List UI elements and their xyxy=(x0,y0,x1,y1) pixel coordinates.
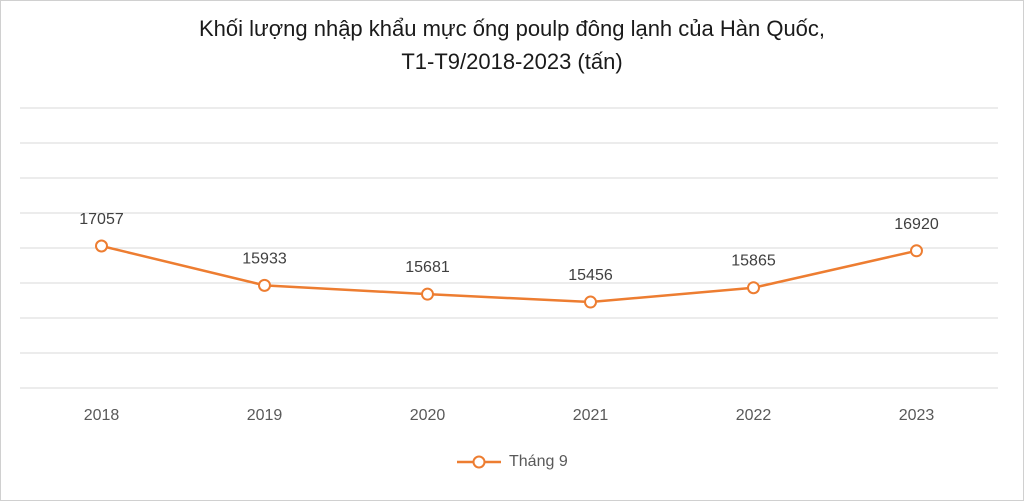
gridlines xyxy=(20,107,998,389)
x-tick-label: 2023 xyxy=(899,407,935,424)
legend-marker xyxy=(457,455,501,469)
legend: Tháng 9 xyxy=(457,450,568,474)
legend-label: Tháng 9 xyxy=(509,453,568,470)
x-tick-label: 2021 xyxy=(573,407,609,424)
data-point xyxy=(910,244,923,258)
data-label: 15456 xyxy=(568,267,613,284)
data-label: 17057 xyxy=(79,211,124,228)
x-tick-label: 2018 xyxy=(84,407,120,424)
x-axis-tick-labels: 2018 2019 2020 2021 2022 2023 xyxy=(84,407,935,424)
chart-title-line-1: Khối lượng nhập khẩu mực ống poulp đông … xyxy=(198,16,826,41)
data-point xyxy=(584,295,597,309)
data-point xyxy=(95,239,108,253)
data-label: 15933 xyxy=(242,250,287,267)
data-point xyxy=(258,278,271,292)
data-label: 16920 xyxy=(894,216,939,233)
chart-title: Khối lượng nhập khẩu mực ống poulp đông … xyxy=(0,12,1024,78)
x-tick-label: 2022 xyxy=(736,407,772,424)
data-label: 15681 xyxy=(405,259,450,276)
data-point xyxy=(421,287,434,301)
chart-title-line-2: T1-T9/2018-2023 (tấn) xyxy=(401,49,623,74)
x-tick-label: 2020 xyxy=(410,407,446,424)
series-thang-9: 17057 15933 15681 15456 15865 16920 xyxy=(79,211,939,309)
data-point xyxy=(747,281,760,295)
data-label: 15865 xyxy=(731,253,776,270)
x-tick-label: 2019 xyxy=(247,407,283,424)
series-line xyxy=(101,244,917,304)
